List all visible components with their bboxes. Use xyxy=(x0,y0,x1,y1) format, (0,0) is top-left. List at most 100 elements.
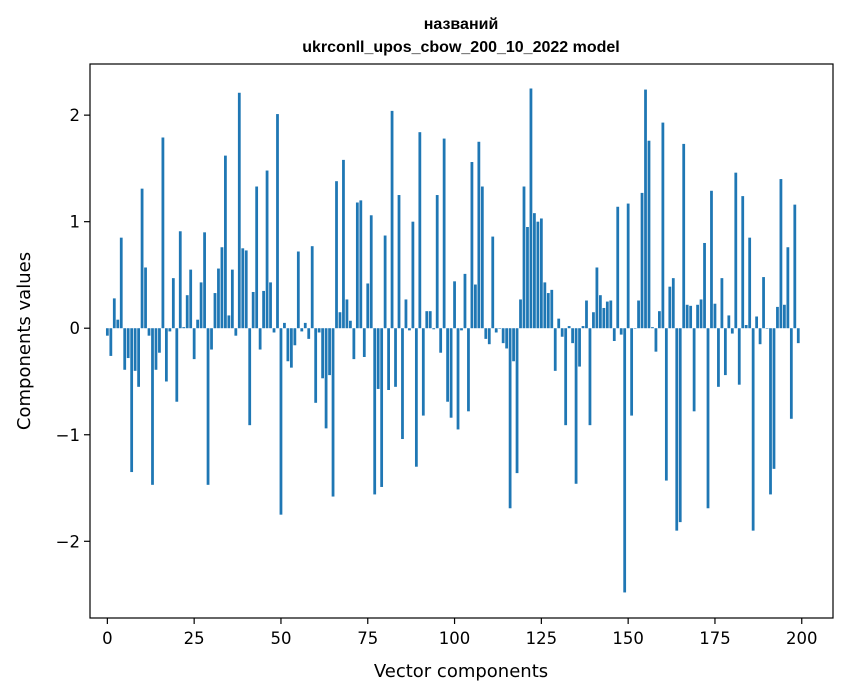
bar xyxy=(644,89,647,329)
bar xyxy=(543,282,547,329)
plot-frame xyxy=(89,63,834,619)
bar xyxy=(171,278,175,329)
x-tick-label: 50 xyxy=(270,629,291,648)
bar xyxy=(696,304,699,329)
bars-group xyxy=(105,88,800,593)
bar xyxy=(609,300,613,329)
bar xyxy=(442,138,446,329)
bar xyxy=(296,251,300,329)
bar xyxy=(567,326,571,329)
bar xyxy=(224,155,227,329)
bar xyxy=(168,328,172,332)
bar xyxy=(383,235,387,329)
bar xyxy=(508,328,512,509)
bar xyxy=(387,328,390,391)
bar xyxy=(158,328,161,353)
bar xyxy=(526,227,529,329)
bar xyxy=(199,282,203,329)
bar xyxy=(355,202,359,329)
bar xyxy=(710,190,713,329)
bar xyxy=(241,248,245,329)
bar xyxy=(664,328,668,481)
bar xyxy=(293,328,297,346)
bar xyxy=(640,192,644,329)
bar xyxy=(772,328,776,469)
bar xyxy=(491,236,495,329)
bar xyxy=(786,247,790,329)
bar xyxy=(505,328,509,349)
bar xyxy=(796,328,800,344)
bar xyxy=(460,328,463,331)
bar xyxy=(189,269,193,329)
bar xyxy=(748,237,752,329)
x-tick-label: 25 xyxy=(184,629,205,648)
bar xyxy=(793,204,797,329)
bar xyxy=(668,286,672,329)
bar xyxy=(730,328,734,334)
bar xyxy=(598,295,602,329)
bar xyxy=(706,328,710,509)
bar xyxy=(776,306,779,329)
bar xyxy=(269,282,272,329)
bar xyxy=(703,242,706,329)
bar xyxy=(480,186,484,329)
x-tick-label: 100 xyxy=(439,629,471,648)
bar xyxy=(164,328,168,382)
bar xyxy=(449,328,453,418)
bar xyxy=(220,247,224,329)
bar xyxy=(755,316,759,329)
bar xyxy=(581,326,585,329)
bar xyxy=(137,328,140,387)
bar xyxy=(501,328,505,344)
bar xyxy=(616,206,620,329)
bar xyxy=(321,328,325,379)
chart-title-line-1: названий xyxy=(424,16,499,33)
bar xyxy=(765,328,769,329)
bar xyxy=(178,231,182,329)
bar xyxy=(692,328,696,412)
bar xyxy=(428,311,432,329)
bar xyxy=(484,328,488,339)
bar xyxy=(324,328,328,429)
bar xyxy=(144,267,147,329)
bar xyxy=(671,278,675,329)
bar xyxy=(578,328,581,367)
bar xyxy=(133,328,137,371)
bar xyxy=(230,269,234,329)
bar xyxy=(130,328,134,473)
bar xyxy=(314,328,318,403)
bar xyxy=(522,186,526,329)
bar xyxy=(307,328,311,339)
bar xyxy=(366,283,370,329)
bar xyxy=(769,328,772,495)
x-axis-ticks: 0 25 50 75 100 125 150 175 200 xyxy=(102,618,818,648)
bar xyxy=(276,114,279,329)
bar xyxy=(210,328,213,350)
bar xyxy=(571,328,574,344)
bar xyxy=(342,159,345,329)
bar xyxy=(723,328,727,376)
bar xyxy=(585,300,588,329)
bar xyxy=(654,328,658,352)
bar xyxy=(359,200,363,329)
bar xyxy=(467,328,470,412)
bar xyxy=(369,215,373,329)
bar xyxy=(557,318,561,329)
bar xyxy=(734,172,738,329)
x-axis-label: Vector components xyxy=(374,661,548,682)
bar xyxy=(564,328,568,426)
bar xyxy=(550,289,554,329)
bar xyxy=(647,140,651,329)
bar xyxy=(536,221,540,329)
bar xyxy=(119,237,123,329)
bar xyxy=(126,328,130,359)
bar xyxy=(237,92,241,329)
bar xyxy=(272,328,276,333)
bar xyxy=(404,299,408,329)
x-tick-label: 175 xyxy=(699,629,731,648)
bar xyxy=(658,311,661,329)
bar xyxy=(317,328,321,333)
bar xyxy=(630,328,634,416)
bar xyxy=(592,312,595,329)
bar xyxy=(783,304,786,329)
